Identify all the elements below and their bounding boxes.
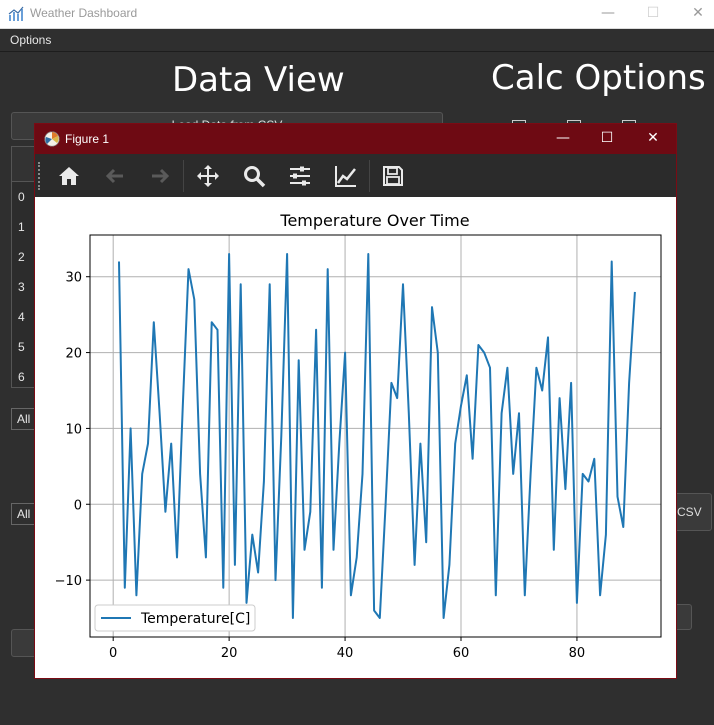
minimize-icon: — <box>601 5 615 21</box>
save-icon <box>383 166 403 186</box>
export-csv-button[interactable]: CSV <box>672 493 712 531</box>
data-view-heading: Data View <box>172 60 345 100</box>
toolbar-separator <box>183 160 184 192</box>
chart-legend: Temperature[C] <box>94 604 256 632</box>
zoom-button[interactable] <box>238 160 270 192</box>
figure-titlebar: Figure 1 — ☐ ✕ <box>35 124 676 154</box>
calc-options-heading: Calc Options <box>491 58 706 98</box>
legend-box <box>94 604 256 632</box>
edit-axis-button[interactable] <box>330 160 362 192</box>
maximize-button[interactable]: ☐ <box>630 0 676 28</box>
save-button[interactable] <box>377 160 409 192</box>
figure-minimize-button[interactable]: — <box>540 124 586 154</box>
figure-window: Figure 1 — ☐ ✕ <box>35 124 676 678</box>
y-tick-label: 10 <box>65 422 82 437</box>
zoom-icon <box>244 166 266 188</box>
filter-select-2-value: All <box>17 507 31 521</box>
x-tick-label: 20 <box>221 646 238 661</box>
axis-ticks: 0 20 40 60 80 −10 0 10 20 30 <box>55 271 586 661</box>
menu-options[interactable]: Options <box>10 33 52 47</box>
menu-bar: Options <box>0 29 714 52</box>
figure-toolbar <box>35 154 676 197</box>
x-tick-label: 80 <box>569 646 586 661</box>
forward-button[interactable] <box>144 160 176 192</box>
window-title: Weather Dashboard <box>30 6 138 20</box>
y-tick-label: 30 <box>65 271 82 286</box>
toolbar-separator <box>369 160 370 192</box>
x-tick-label: 60 <box>453 646 470 661</box>
maximize-icon: ☐ <box>646 5 660 21</box>
series-lines <box>118 253 636 619</box>
table-row[interactable]: 3 <box>18 280 25 294</box>
legend-label: Temperature[C] <box>140 611 250 627</box>
forward-arrow-icon <box>152 168 170 184</box>
minimize-button[interactable]: — <box>585 0 631 28</box>
export-csv-label: CSV <box>677 505 702 519</box>
filter-select-1-value: All <box>17 412 31 426</box>
plot-frame <box>89 234 662 638</box>
subplots-button[interactable] <box>284 160 316 192</box>
x-tick-label: 0 <box>109 646 117 661</box>
close-icon: ✕ <box>647 130 659 146</box>
figure-close-button[interactable]: ✕ <box>630 124 676 154</box>
pan-icon <box>197 165 219 187</box>
maximize-icon: ☐ <box>600 130 614 146</box>
chart-app-icon <box>8 6 24 21</box>
series-line-temperature <box>118 253 636 619</box>
back-button[interactable] <box>99 160 131 192</box>
table-row[interactable]: 6 <box>18 370 25 384</box>
y-tick-label: 0 <box>74 498 82 513</box>
pan-button[interactable] <box>192 160 224 192</box>
figure-maximize-button[interactable]: ☐ <box>584 124 630 154</box>
table-row[interactable]: 5 <box>18 340 25 354</box>
table-row[interactable]: 0 <box>18 190 25 204</box>
table-row[interactable]: 1 <box>18 220 25 234</box>
close-icon: ✕ <box>692 5 704 21</box>
table-row[interactable]: 2 <box>18 250 25 264</box>
y-tick-label: −10 <box>55 574 82 589</box>
x-tick-label: 40 <box>337 646 354 661</box>
close-button[interactable]: ✕ <box>675 0 714 28</box>
figure-title: Figure 1 <box>65 132 110 146</box>
plot-canvas[interactable]: 0 20 40 60 80 −10 0 10 20 30 Temperature Over Tim… <box>35 197 676 678</box>
minimize-icon: — <box>556 130 570 146</box>
y-tick-label: 20 <box>65 347 82 362</box>
home-button[interactable] <box>53 160 85 192</box>
chart-title: Temperature Over Time <box>279 211 469 230</box>
table-row[interactable]: 4 <box>18 310 25 324</box>
main-window-titlebar: Weather Dashboard — ☐ ✕ <box>0 0 714 29</box>
back-arrow-icon <box>105 168 123 184</box>
home-icon <box>59 167 79 185</box>
matplotlib-icon <box>44 131 60 147</box>
toolbar-grip[interactable] <box>38 162 42 190</box>
data-table: 0 1 2 3 4 5 6 <box>11 146 39 388</box>
edit-axis-icon <box>335 166 356 187</box>
table-header <box>12 147 38 182</box>
temperature-chart: 0 20 40 60 80 −10 0 10 20 30 Temperature Over Tim… <box>55 211 662 661</box>
subplots-config-icon <box>290 166 310 186</box>
